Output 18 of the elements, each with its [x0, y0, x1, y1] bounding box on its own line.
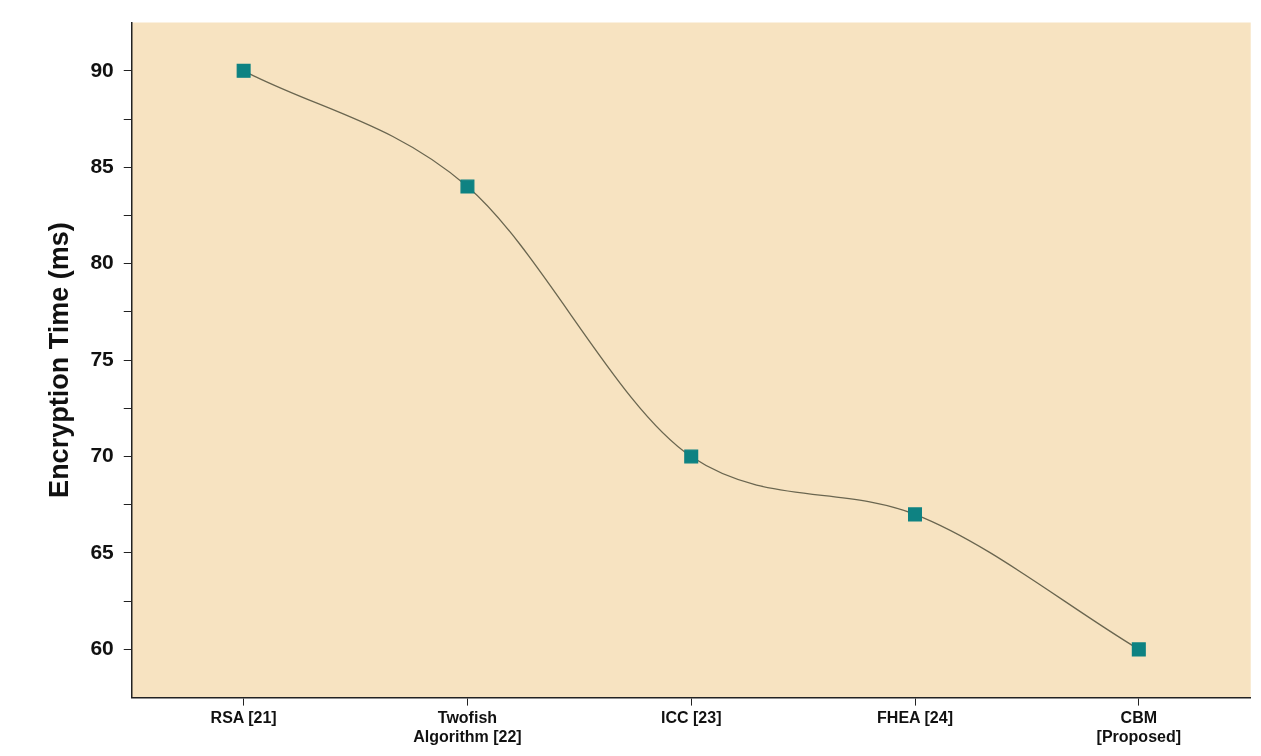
point [684, 449, 699, 464]
x-tick-label: Twofish Algorithm [22] [413, 708, 522, 745]
point [460, 179, 475, 194]
y-tick-label: 70 [90, 443, 114, 467]
x-tick-label: ICC [23] [661, 708, 722, 726]
y-axis-title: Encryption Time (ms) [43, 222, 74, 498]
y-tick-label: 85 [90, 154, 115, 178]
point [908, 507, 923, 522]
point [1131, 642, 1146, 657]
y-tick-label: 60 [90, 636, 114, 660]
point [236, 63, 251, 78]
x-tick-label: RSA [21] [210, 708, 277, 726]
x-tick-label: CBM [Proposed] [1096, 708, 1182, 745]
y-tick-label: 80 [90, 250, 114, 274]
y-tick-label: 75 [90, 346, 115, 370]
y-tick-label: 65 [90, 539, 115, 563]
y-tick-label: 90 [90, 57, 114, 81]
x-tick-label: FHEA [24] [877, 708, 953, 726]
